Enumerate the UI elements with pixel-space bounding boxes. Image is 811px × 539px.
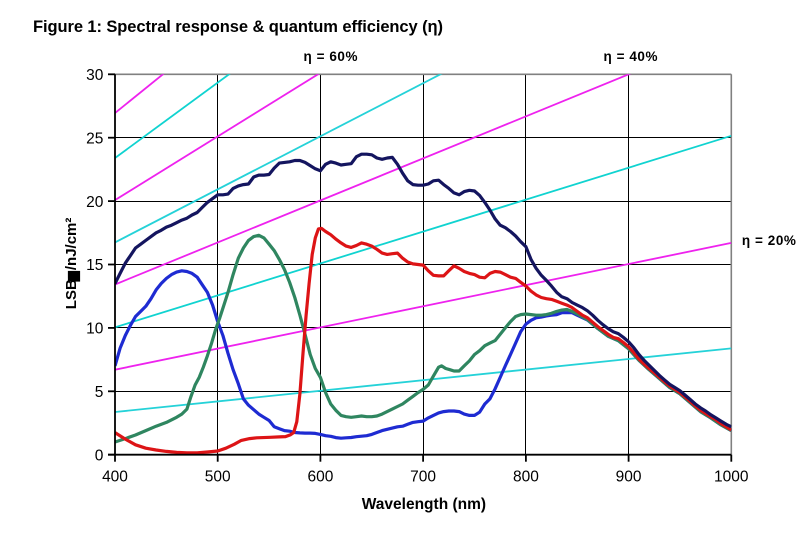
svg-text:η = 20%: η = 20% [742,233,796,248]
svg-text:400: 400 [102,469,128,486]
svg-text:10: 10 [86,321,104,338]
svg-text:LSB■/nJ/cm²: LSB■/nJ/cm² [63,218,80,310]
svg-text:Figure 1: Spectral response &: Figure 1: Spectral response & quantum ef… [33,18,443,36]
svg-text:500: 500 [205,469,231,486]
svg-text:900: 900 [616,469,642,486]
svg-text:600: 600 [307,469,333,486]
svg-text:20: 20 [86,194,104,211]
svg-text:η = 40%: η = 40% [604,49,658,64]
svg-text:η = 60%: η = 60% [304,49,358,64]
svg-text:15: 15 [86,257,103,274]
svg-text:800: 800 [513,469,539,486]
svg-text:700: 700 [410,469,436,486]
svg-text:5: 5 [95,384,104,401]
svg-text:0: 0 [95,447,104,464]
svg-text:1000: 1000 [714,469,749,486]
svg-text:30: 30 [86,67,104,84]
svg-text:Wavelength (nm): Wavelength (nm) [362,496,486,513]
svg-text:25: 25 [86,130,103,147]
